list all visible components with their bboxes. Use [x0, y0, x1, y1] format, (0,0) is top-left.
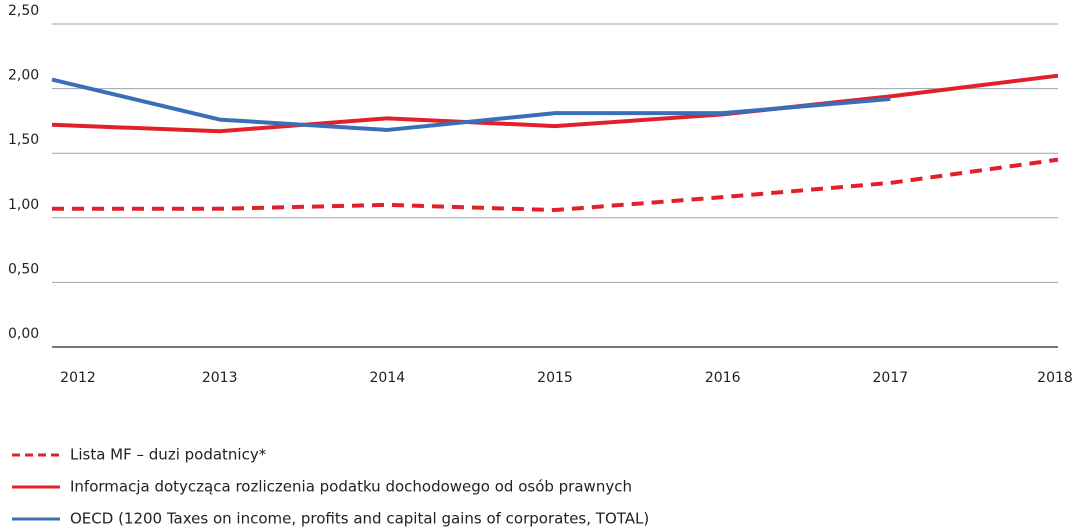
- y-tick-label: 0,00: [8, 326, 39, 342]
- y-tick-label: 2,50: [8, 3, 39, 19]
- x-tick-label: 2014: [370, 370, 406, 386]
- legend: Lista MF – duzi podatnicy* Informacja dot…: [12, 446, 649, 528]
- y-tick-label: 2,00: [8, 68, 39, 84]
- y-tick-label: 1,50: [8, 132, 39, 148]
- x-tick-label: 2018: [1037, 370, 1073, 386]
- series-line: [51, 77, 891, 132]
- legend-label: Lista MF – duzi podatnicy*: [70, 446, 267, 464]
- y-tick-label: 1,00: [8, 197, 39, 213]
- x-tick-label: 2017: [873, 370, 909, 386]
- plot: [51, 73, 1059, 213]
- x-tick-label: 2016: [705, 370, 741, 386]
- grid: 0,00 0,50 1,00 1,50 2,00 2,50 2012 2013 2014 2015…: [8, 3, 1073, 386]
- x-tick-label: 2012: [60, 370, 96, 386]
- series-line: [52, 157, 1059, 213]
- series-line: [51, 73, 1059, 134]
- legend-label: OECD (1200 Taxes on income, profits and …: [70, 510, 649, 528]
- x-tick-label: 2013: [202, 370, 238, 386]
- x-tick-label: 2015: [537, 370, 573, 386]
- y-tick-label: 0,50: [8, 261, 39, 277]
- legend-label: Informacja dotycząca rozliczenia podatku…: [70, 478, 632, 496]
